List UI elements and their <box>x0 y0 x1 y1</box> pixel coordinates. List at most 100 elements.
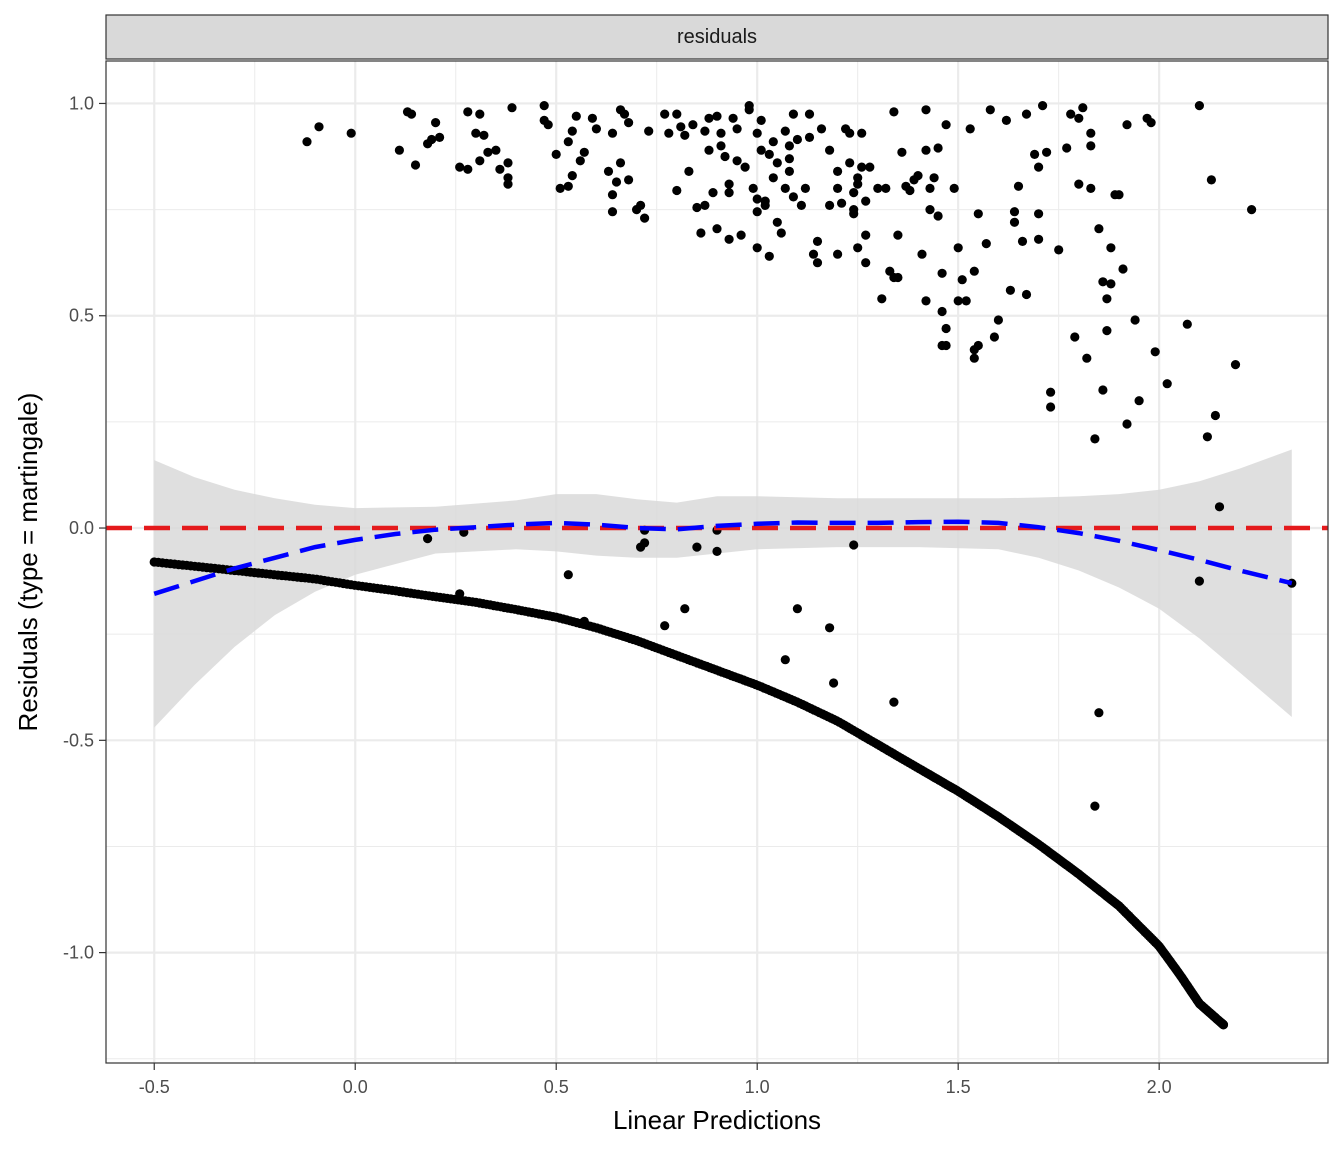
residual-point <box>1106 243 1116 253</box>
residual-point <box>708 188 718 198</box>
residual-point <box>752 128 762 138</box>
residual-point <box>1046 387 1056 397</box>
residual-point <box>921 296 931 306</box>
residual-point <box>1118 264 1128 274</box>
residual-point <box>692 542 702 552</box>
residual-point <box>700 200 710 210</box>
residual-point <box>833 166 843 176</box>
residual-point <box>740 162 750 172</box>
residual-point <box>921 145 931 155</box>
residual-point <box>1098 385 1108 395</box>
residual-point <box>640 213 650 223</box>
residual-point <box>712 111 722 121</box>
residual-point <box>973 209 983 219</box>
residual-point <box>1086 128 1096 138</box>
residual-point <box>933 143 943 153</box>
residual-point <box>463 107 473 117</box>
residual-point <box>664 128 674 138</box>
x-tick-label: 2.0 <box>1147 1077 1172 1097</box>
residual-point <box>507 103 517 113</box>
residual-point <box>1074 113 1084 123</box>
residual-point <box>491 145 501 155</box>
residual-point <box>953 243 963 253</box>
residual-point <box>800 183 811 193</box>
residual-point <box>1194 101 1204 111</box>
residual-point <box>483 147 493 157</box>
residual-point <box>1009 217 1020 227</box>
points-layer <box>149 101 1297 1030</box>
residual-point <box>776 228 786 238</box>
residual-point <box>756 145 766 155</box>
residual-point <box>1122 419 1132 429</box>
residual-point <box>1086 141 1096 151</box>
residual-point <box>857 162 867 172</box>
residual-point <box>784 166 795 176</box>
residual-point <box>1086 183 1096 193</box>
y-tick-label: 0.0 <box>69 518 94 538</box>
residual-point <box>925 205 935 215</box>
y-axis: -1.0 -0.5 0.0 0.5 1.0 <box>63 93 106 963</box>
residual-point <box>845 128 855 138</box>
residual-point <box>853 173 863 183</box>
residual-point <box>1078 103 1088 113</box>
residual-point <box>1202 432 1212 442</box>
residual-point <box>849 540 859 550</box>
residual-point <box>732 124 742 134</box>
residual-point <box>889 697 899 707</box>
residual-point <box>455 589 465 599</box>
smooth-line <box>153 519 1293 596</box>
residual-point <box>1247 205 1257 215</box>
residual-point <box>1146 118 1156 128</box>
residual-point <box>1210 410 1220 421</box>
residual-point <box>607 128 618 138</box>
residual-point <box>849 188 859 198</box>
residual-point <box>989 332 1000 342</box>
x-tick-label: 0.0 <box>343 1077 368 1097</box>
residual-point <box>1054 245 1064 255</box>
residual-point <box>503 173 513 183</box>
residual-point <box>1162 379 1172 389</box>
residual-point <box>410 160 421 170</box>
residual-point <box>543 120 553 130</box>
residual-point <box>1090 801 1100 811</box>
residual-point <box>1070 332 1080 342</box>
residual-point <box>825 200 835 210</box>
residual-point <box>1230 360 1241 370</box>
residual-point <box>816 124 827 134</box>
residual-point <box>973 340 983 351</box>
residual-point <box>455 162 465 172</box>
residual-point <box>1030 149 1040 159</box>
residual-point <box>961 296 971 306</box>
residual-point <box>768 173 778 183</box>
residual-point <box>716 128 726 138</box>
residual-point <box>780 655 790 665</box>
residual-point <box>1206 175 1216 185</box>
x-tick-label: 0.5 <box>544 1077 569 1097</box>
residual-point <box>700 126 710 136</box>
panel-label: residuals <box>677 26 757 48</box>
residual-point <box>804 132 815 142</box>
residual-point <box>676 122 686 132</box>
residual-point <box>881 183 891 193</box>
residual-point <box>571 111 581 121</box>
residual-point <box>636 542 646 552</box>
residual-point <box>756 115 766 125</box>
y-tick-label: -1.0 <box>63 943 94 963</box>
residual-point <box>833 249 843 259</box>
residual-point <box>1214 502 1225 512</box>
residual-point <box>853 179 863 189</box>
residual-point <box>796 200 807 210</box>
residual-point <box>1098 277 1108 287</box>
residual-point <box>475 109 485 119</box>
panel-border <box>105 60 1329 1064</box>
residual-point <box>873 183 883 193</box>
residual-point <box>1038 101 1048 111</box>
residual-point <box>764 149 774 159</box>
residual-point <box>314 122 324 132</box>
residual-point <box>845 158 855 168</box>
residual-point <box>603 166 614 176</box>
residual-point <box>861 258 871 268</box>
residual-point <box>1094 224 1104 234</box>
residual-point <box>969 266 979 276</box>
lines-layer <box>106 519 1328 596</box>
